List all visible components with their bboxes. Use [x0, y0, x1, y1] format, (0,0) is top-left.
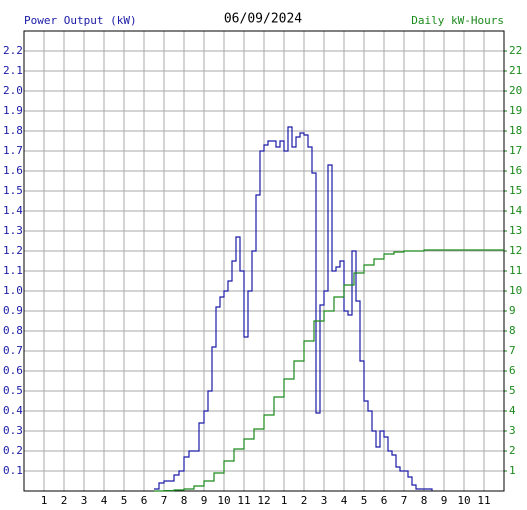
- x-tick-label: 3: [321, 494, 328, 507]
- y2-tick-label: 19: [509, 104, 522, 117]
- y-tick-label: 1.1: [3, 264, 23, 277]
- y2-tick-label: 18: [509, 124, 522, 137]
- x-tick-label: 7: [401, 494, 408, 507]
- y-tick-label: 1.6: [3, 164, 23, 177]
- y-tick-label: 1.7: [3, 144, 23, 157]
- y2-tick-label: 5: [509, 384, 516, 397]
- y-axis-label: Power Output (kW): [24, 14, 137, 27]
- x-tick-label: 4: [101, 494, 108, 507]
- x-tick-label: 12: [257, 494, 270, 507]
- y-tick-label: 1.2: [3, 244, 23, 257]
- x-tick-label: 4: [341, 494, 348, 507]
- y-tick-label: 1.8: [3, 124, 23, 137]
- y-tick-label: 2.0: [3, 84, 23, 97]
- x-tick-label: 6: [381, 494, 388, 507]
- y2-tick-label: 22: [509, 44, 522, 57]
- y2-tick-label: 20: [509, 84, 522, 97]
- y2-tick-label: 8: [509, 324, 516, 337]
- y-tick-label: 0.3: [3, 424, 23, 437]
- y2-tick-label: 13: [509, 224, 522, 237]
- x-tick-label: 8: [181, 494, 188, 507]
- y-tick-label: 1.0: [3, 284, 23, 297]
- y2-tick-label: 15: [509, 184, 522, 197]
- y-tick-label: 0.9: [3, 304, 23, 317]
- y-tick-label: 2.1: [3, 64, 23, 77]
- x-tick-label: 8: [421, 494, 428, 507]
- x-tick-label: 9: [441, 494, 448, 507]
- x-tick-label: 11: [477, 494, 490, 507]
- x-tick-label: 10: [457, 494, 470, 507]
- x-tick-label: 9: [201, 494, 208, 507]
- x-tick-label: 2: [301, 494, 308, 507]
- y-tick-label: 1.9: [3, 104, 23, 117]
- y-tick-label: 0.7: [3, 344, 23, 357]
- x-tick-label: 6: [141, 494, 148, 507]
- y-tick-label: 0.8: [3, 324, 23, 337]
- x-tick-label: 7: [161, 494, 168, 507]
- y2-axis-label: Daily kW-Hours: [411, 14, 504, 27]
- y2-tick-label: 12: [509, 244, 522, 257]
- y-tick-label: 0.6: [3, 364, 23, 377]
- y2-tick-label: 11: [509, 264, 522, 277]
- plot-border: [23, 30, 505, 492]
- y2-tick-label: 9: [509, 304, 516, 317]
- y2-tick-label: 2: [509, 444, 516, 457]
- y-tick-label: 0.1: [3, 464, 23, 477]
- x-tick-label: 10: [217, 494, 230, 507]
- x-tick-label: 11: [237, 494, 250, 507]
- y2-tick-label: 16: [509, 164, 522, 177]
- y2-tick-label: 17: [509, 144, 522, 157]
- y-tick-label: 1.3: [3, 224, 23, 237]
- y2-tick-label: 21: [509, 64, 522, 77]
- y2-tick-label: 10: [509, 284, 522, 297]
- x-tick-label: 2: [61, 494, 68, 507]
- y-tick-label: 1.5: [3, 184, 23, 197]
- y-tick-label: 1.4: [3, 204, 23, 217]
- y-tick-label: 0.2: [3, 444, 23, 457]
- y-tick-label: 0.4: [3, 404, 23, 417]
- x-tick-label: 5: [121, 494, 128, 507]
- x-tick-label: 5: [361, 494, 368, 507]
- chart-title: 06/09/2024: [224, 12, 302, 27]
- y2-tick-label: 4: [509, 404, 516, 417]
- y2-tick-label: 1: [509, 464, 516, 477]
- y2-tick-label: 3: [509, 424, 516, 437]
- x-tick-label: 1: [281, 494, 288, 507]
- y-tick-label: 0.5: [3, 384, 23, 397]
- x-tick-label: 1: [41, 494, 48, 507]
- series-line: [154, 249, 504, 492]
- y2-tick-label: 7: [509, 344, 516, 357]
- y2-tick-label: 6: [509, 364, 516, 377]
- y-tick-label: 2.2: [3, 44, 23, 57]
- y2-tick-label: 14: [509, 204, 523, 217]
- series-line: [154, 126, 433, 491]
- x-tick-label: 3: [81, 494, 88, 507]
